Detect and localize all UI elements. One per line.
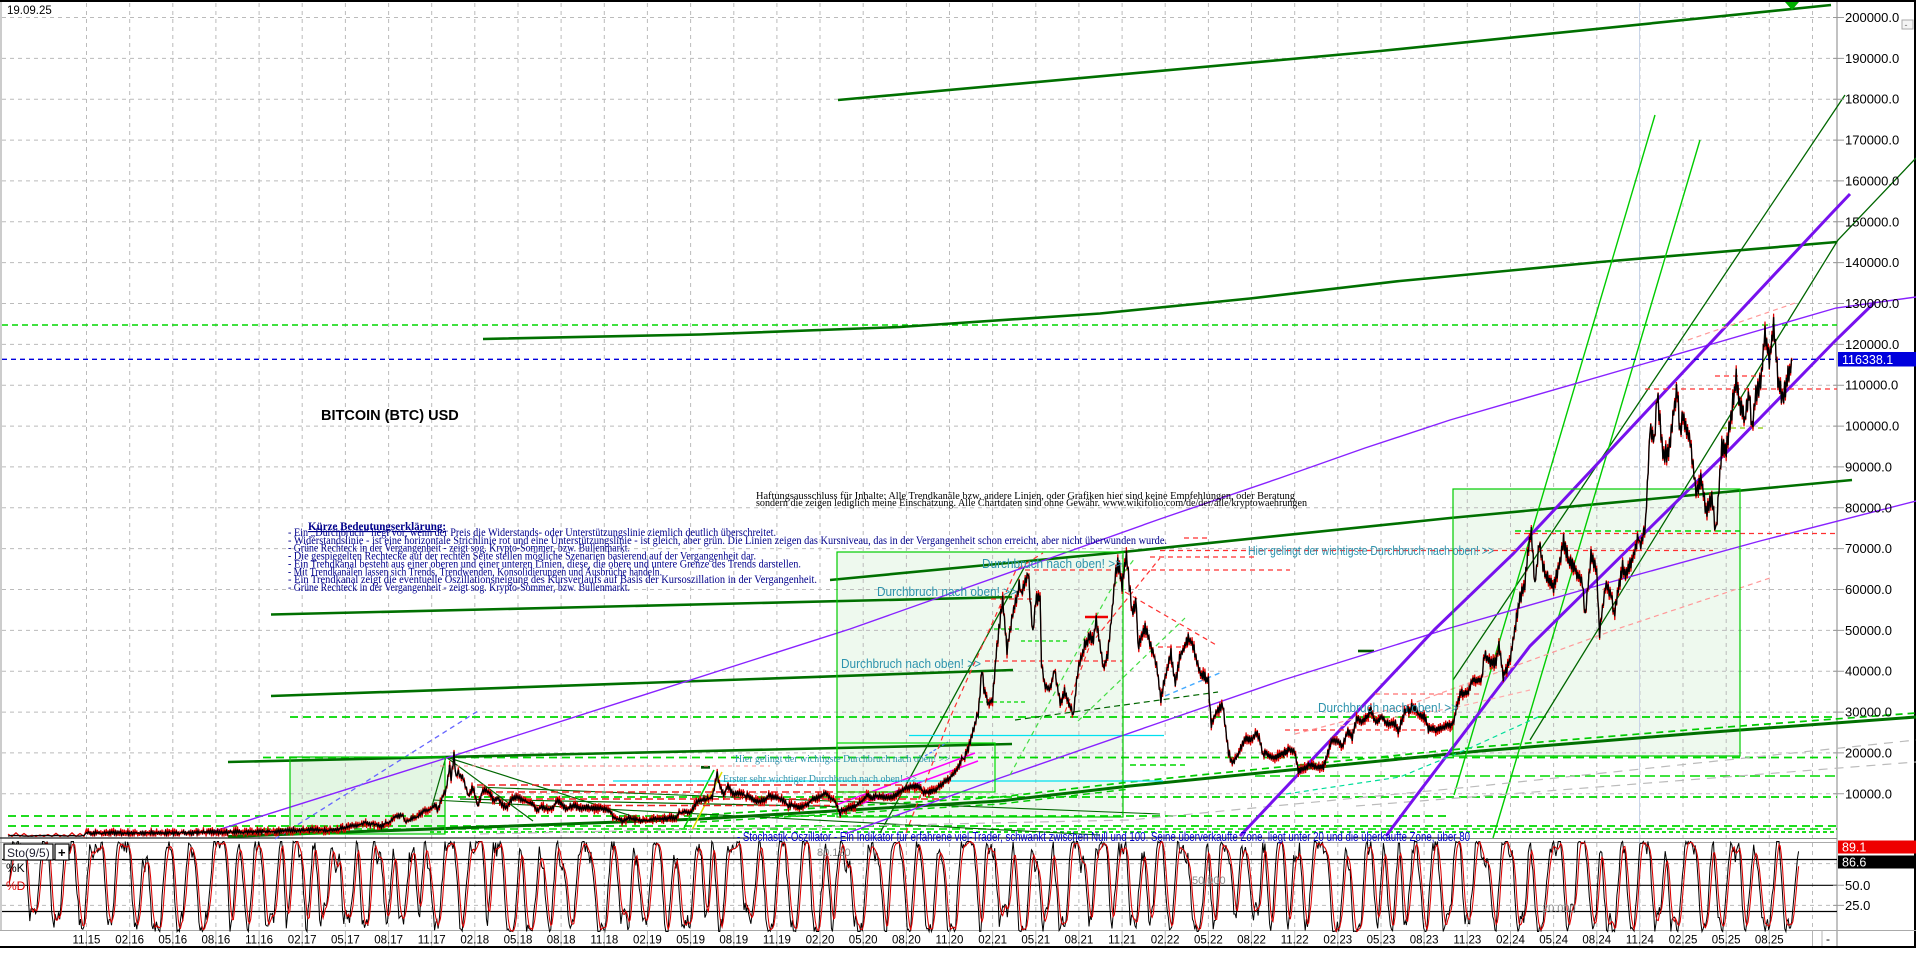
svg-text:11.20: 11.20 [936,935,964,947]
svg-text:180000.0: 180000.0 [1845,92,1899,107]
svg-text:19.09.25: 19.09.25 [7,5,52,17]
svg-text:Hier gelingt der wichtigste Du: Hier gelingt der wichtigste Durchbruch n… [1248,544,1494,558]
svg-text:08.23: 08.23 [1410,935,1439,947]
svg-text:Haftungsausschluss für Inhalte: Haftungsausschluss für Inhalte: Alle Tre… [756,491,1296,502]
svg-text:- Ein „Durchbruch“ liegt vor,: - Ein „Durchbruch“ liegt vor, wenn der P… [288,527,776,539]
svg-text:05.22: 05.22 [1194,935,1223,947]
svg-text:05.20: 05.20 [849,935,878,947]
svg-text:20000.0: 20000.0 [1845,745,1892,760]
svg-text:- Ein Trendkanal besteht aus e: - Ein Trendkanal besteht aus einer obere… [288,558,801,570]
svg-text:05.23: 05.23 [1367,935,1396,947]
svg-text:- Mit Trendkanälen lassen sich: - Mit Trendkanälen lassen sich Trends, T… [288,566,662,578]
svg-text:89.1: 89.1 [1842,841,1866,855]
svg-text:11.21: 11.21 [1108,935,1136,947]
svg-text:50.000: 50.000 [1192,875,1226,887]
svg-text:80.120: 80.120 [817,847,851,859]
svg-text:50.0: 50.0 [1845,878,1870,893]
svg-text:-: - [1905,20,1908,30]
svg-text:116338.1: 116338.1 [1842,353,1893,367]
svg-text:25.0: 25.0 [1845,898,1870,913]
svg-text:11.15: 11.15 [73,935,101,947]
svg-text:02.21: 02.21 [978,935,1007,947]
svg-text:- Grüne Rechteck in der Vergan: - Grüne Rechteck in der Vergangenheit - … [288,543,630,555]
svg-text:02.23: 02.23 [1323,935,1352,947]
svg-text:08.21: 08.21 [1065,935,1094,947]
svg-text:02.20: 02.20 [806,935,835,947]
svg-text:02.24: 02.24 [1496,935,1525,947]
svg-text:05.17: 05.17 [331,935,360,947]
svg-text:100000.0: 100000.0 [1845,419,1899,434]
svg-text:05.16: 05.16 [158,935,187,947]
svg-text:50000.0: 50000.0 [1845,623,1892,638]
svg-text:08.22: 08.22 [1237,935,1266,947]
svg-text:- Stochastik-Oszillator - Ein: - Stochastik-Oszillator - Ein Indikator … [737,830,1470,844]
svg-text:Durchbruch nach oben! >>: Durchbruch nach oben! >> [1318,700,1458,715]
svg-text:- Grüne Rechteck in der Vergan: - Grüne Rechteck in der Vergangenheit - … [288,582,630,594]
svg-text:190000.0: 190000.0 [1845,51,1899,66]
svg-text:170000.0: 170000.0 [1845,133,1899,148]
svg-text:11.24: 11.24 [1626,935,1655,947]
svg-text:05.21: 05.21 [1021,935,1050,947]
svg-text:08.24: 08.24 [1582,935,1611,947]
svg-text:02.19: 02.19 [633,935,662,947]
svg-text:08.25: 08.25 [1755,935,1784,947]
svg-text:11.17: 11.17 [418,935,446,947]
svg-text:%D: %D [6,879,26,893]
svg-text:80000.0: 80000.0 [1845,500,1892,515]
svg-text:20.000: 20.000 [1542,903,1576,915]
svg-text:11.18: 11.18 [590,935,618,947]
svg-text:160000.0: 160000.0 [1845,173,1899,188]
svg-text:Sto(9/5): Sto(9/5) [7,846,50,860]
svg-text:02.17: 02.17 [288,935,317,947]
svg-text:Durchbruch nach oben! >>: Durchbruch nach oben! >> [877,584,1017,599]
svg-text:11.16: 11.16 [245,935,273,947]
svg-text:200000.0: 200000.0 [1845,10,1899,25]
svg-text:- Die gespiegelten Rechtecke a: - Die gespiegelten Rechtecke auf der rec… [288,551,756,563]
svg-text:02.18: 02.18 [460,935,489,947]
svg-text:02.22: 02.22 [1151,935,1180,947]
svg-text:90000.0: 90000.0 [1845,459,1892,474]
svg-text:Durchbruch nach oben! >>: Durchbruch nach oben! >> [841,656,981,671]
svg-text:08.16: 08.16 [202,935,231,947]
svg-text:120000.0: 120000.0 [1845,337,1899,352]
svg-text:05.25: 05.25 [1712,935,1741,947]
svg-text:08.17: 08.17 [374,935,403,947]
svg-text:%K: %K [6,861,25,875]
svg-text:Hier gelingt der wichtigste Du: Hier gelingt der wichtigste Durchbruch n… [735,754,950,765]
svg-text:08.20: 08.20 [892,935,921,947]
svg-text:11.19: 11.19 [763,935,791,947]
svg-text:110000.0: 110000.0 [1845,378,1898,393]
svg-text:- Ein Trendkanal zeigt die ev: - Ein Trendkanal zeigt die eventuelle Os… [288,574,817,586]
svg-text:-: - [1826,932,1830,946]
svg-text:11.22: 11.22 [1281,935,1309,947]
svg-text:05.24: 05.24 [1539,935,1568,947]
svg-text:Erster sehr wichtiger Durchbru: Erster sehr wichtiger Durchbruch nach ob… [723,774,917,785]
svg-text:11.23: 11.23 [1453,935,1481,947]
svg-text:Kürze Bedeutungserklärung:: Kürze Bedeutungserklärung: [308,521,446,533]
svg-text:130000.0: 130000.0 [1845,296,1899,311]
svg-text:+: + [58,845,66,860]
svg-text:10000.0: 10000.0 [1845,786,1892,801]
svg-text:08.19: 08.19 [719,935,748,947]
svg-text:sondern die zeigen lediglich m: sondern die zeigen lediglich meine Einsc… [756,498,1308,509]
svg-text:60000.0: 60000.0 [1845,582,1892,597]
svg-text:02.25: 02.25 [1669,935,1698,947]
svg-text:150000.0: 150000.0 [1845,214,1899,229]
svg-text:70000.0: 70000.0 [1845,541,1892,556]
svg-text:86.6: 86.6 [1842,856,1866,870]
svg-text:40000.0: 40000.0 [1845,664,1892,679]
svg-text:Durchbruch nach oben! >>: Durchbruch nach oben! >> [982,556,1122,571]
svg-text:BITCOIN (BTC) USD: BITCOIN (BTC) USD [321,408,459,424]
svg-text:140000.0: 140000.0 [1845,255,1899,270]
svg-text:- Widerstandslinie - ist eine: - Widerstandslinie - ist eine horizontal… [288,535,1167,547]
svg-text:05.19: 05.19 [676,935,705,947]
svg-text:05.18: 05.18 [504,935,533,947]
svg-text:08.18: 08.18 [547,935,576,947]
svg-text:30000.0: 30000.0 [1845,705,1892,720]
svg-text:02.16: 02.16 [115,935,144,947]
